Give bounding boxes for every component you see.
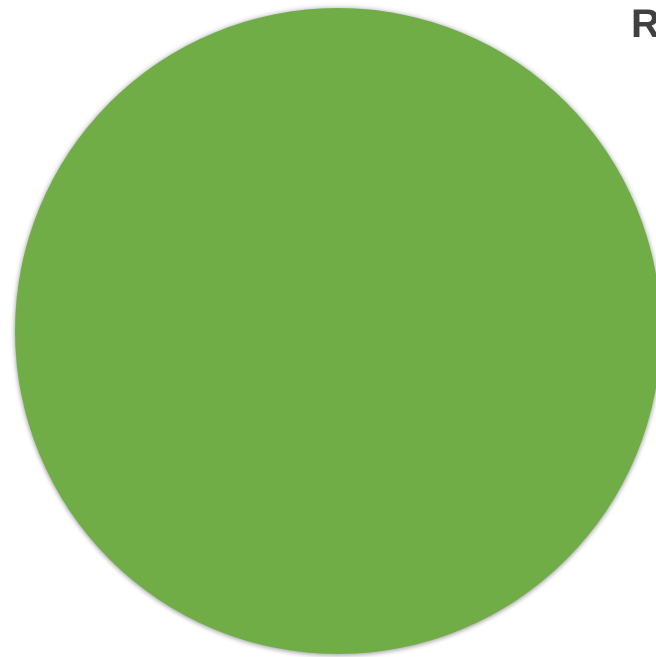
cropped-heading-text: R xyxy=(631,2,656,46)
green-circle-shape xyxy=(15,8,656,654)
